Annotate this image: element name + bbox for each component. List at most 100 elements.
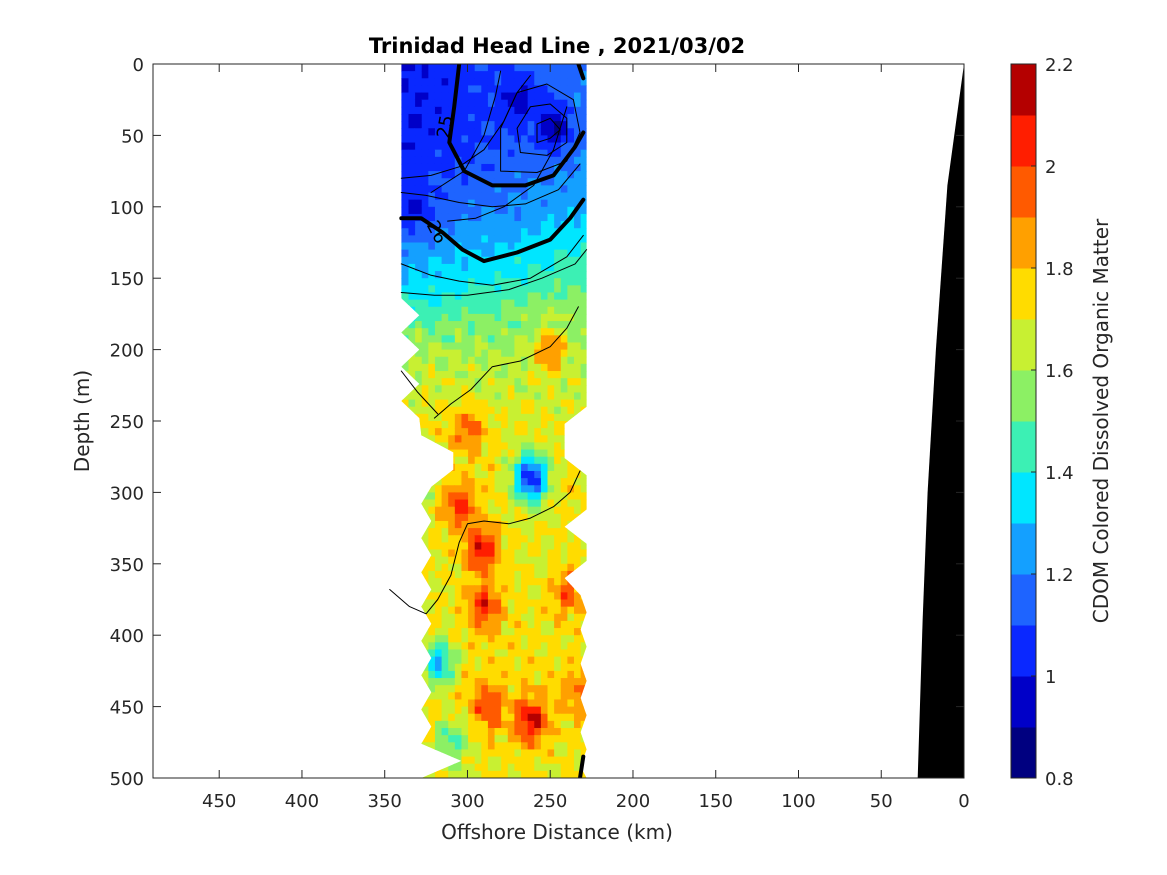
heatmap-cell <box>454 356 462 365</box>
heatmap-cell <box>474 535 482 543</box>
heatmap-cell <box>467 720 475 729</box>
heatmap-cell <box>553 720 561 729</box>
heatmap-cell <box>500 142 508 151</box>
heatmap-cell <box>401 149 409 158</box>
heatmap-cell <box>493 406 502 415</box>
heatmap-cell <box>533 278 541 286</box>
heatmap-cell <box>500 363 508 372</box>
heatmap-cell <box>487 449 495 458</box>
heatmap-cell <box>533 685 541 693</box>
heatmap-cell <box>487 299 495 308</box>
heatmap-cell <box>507 92 515 101</box>
heatmap-cell <box>580 199 587 208</box>
heatmap-cell <box>540 285 548 294</box>
heatmap-cell <box>460 156 469 165</box>
heatmap-cell <box>493 256 502 265</box>
heatmap-cell <box>540 713 548 722</box>
heatmap-cell <box>460 685 469 693</box>
heatmap-cell <box>546 321 555 329</box>
heatmap-cell <box>513 199 522 208</box>
heatmap-cell <box>566 713 574 722</box>
heatmap-cell <box>407 64 416 72</box>
heatmap-cell <box>540 449 548 458</box>
heatmap-cell <box>513 142 522 151</box>
heatmap-cell <box>467 106 475 115</box>
heatmap-cell <box>407 249 416 258</box>
heatmap-cell <box>440 285 449 294</box>
heatmap-cell <box>533 299 541 308</box>
heatmap-cell <box>407 242 416 251</box>
heatmap-cell <box>493 328 502 336</box>
heatmap-cell <box>513 535 522 543</box>
heatmap-cell <box>580 292 587 301</box>
heatmap-cell <box>500 106 508 115</box>
heatmap-cell <box>421 263 429 272</box>
heatmap-cell <box>460 620 469 629</box>
heatmap-cell <box>527 578 535 586</box>
heatmap-cell <box>487 685 495 693</box>
heatmap-cell <box>460 78 469 87</box>
heatmap-cell <box>454 735 462 743</box>
heatmap-cell <box>454 628 462 636</box>
heatmap-cell <box>580 171 587 179</box>
heatmap-cell <box>546 635 555 643</box>
heatmap-cell <box>401 106 409 115</box>
heatmap-cell <box>513 742 522 751</box>
heatmap-cell <box>560 363 568 372</box>
heatmap-cell <box>540 635 548 643</box>
heatmap-cell <box>553 728 561 736</box>
heatmap-cell <box>546 692 555 701</box>
heatmap-cell <box>474 406 482 415</box>
heatmap-cell <box>560 371 568 379</box>
heatmap-cell <box>401 185 409 194</box>
heatmap-cell <box>447 221 455 229</box>
heatmap-cell <box>460 306 469 315</box>
heatmap-cell <box>454 192 462 201</box>
heatmap-cell <box>434 478 442 486</box>
heatmap-cell <box>546 606 555 615</box>
heatmap-cell <box>566 228 574 236</box>
heatmap-cell <box>513 713 522 722</box>
heatmap-cell <box>493 228 502 236</box>
heatmap-cell <box>527 106 535 115</box>
heatmap-cell <box>421 321 429 329</box>
heatmap-cell <box>560 121 568 129</box>
heatmap-cell <box>520 649 528 658</box>
heatmap-cell <box>474 356 482 365</box>
heatmap-cell <box>480 720 488 729</box>
heatmap-cell <box>513 435 522 444</box>
heatmap-cell <box>454 549 462 558</box>
heatmap-cell <box>487 406 495 415</box>
heatmap-cell <box>520 428 528 436</box>
heatmap-cell <box>421 421 429 429</box>
heatmap-cell <box>440 378 449 386</box>
heatmap-cell <box>427 85 435 94</box>
heatmap-cell <box>454 363 462 372</box>
heatmap-cell <box>553 670 561 679</box>
heatmap-cell <box>553 278 561 286</box>
heatmap-cell <box>474 563 482 572</box>
heatmap-cell <box>546 563 555 572</box>
heatmap-cell <box>533 649 541 658</box>
heatmap-cell <box>560 406 568 415</box>
heatmap-cell <box>487 692 495 701</box>
heatmap-cell <box>520 163 528 172</box>
heatmap-cell <box>566 335 574 344</box>
heatmap-cell <box>447 635 455 643</box>
heatmap-cell <box>500 371 508 379</box>
heatmap-cell <box>487 713 495 722</box>
heatmap-cell <box>440 171 449 179</box>
heatmap-cell <box>427 556 435 565</box>
heatmap-cell <box>513 378 522 386</box>
heatmap-cell <box>401 99 409 108</box>
heatmap-cell <box>460 535 469 543</box>
heatmap-cell <box>527 249 535 258</box>
heatmap-cell <box>460 449 469 458</box>
heatmap-cell <box>427 385 435 394</box>
heatmap-cell <box>440 206 449 215</box>
heatmap-cell <box>560 299 568 308</box>
heatmap-cell <box>493 128 502 136</box>
heatmap-cell <box>533 578 541 586</box>
heatmap-cell <box>566 635 574 643</box>
heatmap-cell <box>507 328 515 336</box>
